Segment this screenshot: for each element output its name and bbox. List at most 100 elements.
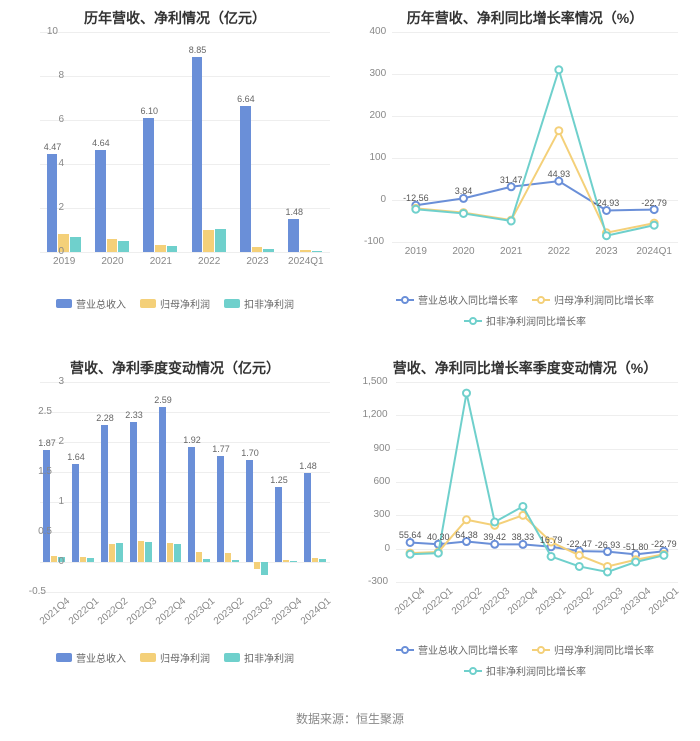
y-tick-label: 1,200: [363, 409, 388, 420]
y-tick-label: 2.5: [18, 406, 52, 417]
point-value-label: 3.84: [455, 186, 473, 196]
gridline: [40, 472, 330, 473]
series-marker: [632, 559, 639, 566]
bar-value-label: 4.64: [92, 138, 110, 148]
legend-swatch: [532, 295, 550, 305]
series-marker: [660, 552, 667, 559]
legend-swatch: [464, 316, 482, 326]
bar-value-label: 1.48: [285, 207, 303, 217]
legend: 营业总收入同比增长率归母净利润同比增长率扣非净利润同比增长率: [350, 292, 700, 328]
x-tick-label: 2019: [53, 256, 75, 267]
series-marker: [519, 503, 526, 510]
bar-value-label: 1.25: [270, 475, 288, 485]
bar: [87, 558, 94, 562]
series-marker: [651, 222, 658, 229]
gridline: [396, 582, 678, 583]
bar: [225, 553, 232, 562]
bar: [240, 106, 251, 252]
legend-swatch: [396, 645, 414, 655]
x-tick-label: 2024Q1: [288, 256, 324, 267]
legend-item: 归母净利润同比增长率: [532, 642, 654, 657]
legend: 营业总收入同比增长率归母净利润同比增长率扣非净利润同比增长率: [350, 642, 700, 678]
legend-swatch: [56, 653, 72, 662]
bar: [319, 559, 326, 562]
y-tick-label: 0.5: [18, 526, 52, 537]
x-tick-label: 2021Q4: [37, 596, 71, 627]
legend-label: 扣非净利润: [244, 296, 294, 311]
bar: [174, 544, 181, 562]
bar: [95, 150, 106, 252]
series-marker: [463, 516, 470, 523]
legend-label: 扣非净利润: [244, 650, 294, 665]
x-tick-label: 2024Q1: [298, 596, 332, 627]
gridline: [40, 382, 330, 383]
bar: [254, 562, 261, 569]
plot-area: 55.6440.3064.3839.4238.3316.79-22.47-26.…: [396, 382, 678, 582]
y-tick-label: 4: [30, 158, 64, 169]
point-value-label: 16.79: [540, 535, 563, 545]
bar: [263, 249, 274, 252]
point-value-label: 31.47: [500, 175, 523, 185]
legend: 营业总收入归母净利润扣非净利润: [0, 296, 350, 311]
bar-value-label: 6.10: [140, 106, 158, 116]
series-marker: [435, 550, 442, 557]
bar: [159, 407, 166, 562]
y-tick-label: 300: [370, 68, 387, 79]
series-marker: [407, 551, 414, 558]
gridline: [40, 502, 330, 503]
point-value-label: 40.30: [427, 532, 450, 542]
bar: [167, 246, 178, 252]
point-value-label: -26.93: [595, 540, 621, 550]
point-value-label: -51.80: [623, 542, 649, 552]
x-tick-label: 2021: [150, 256, 172, 267]
x-tick-label: 2020: [101, 256, 123, 267]
x-tick-label: 2024Q1: [636, 246, 672, 257]
x-tick-label: 2023: [246, 256, 268, 267]
bar: [116, 543, 123, 562]
point-value-label: 44.93: [548, 169, 571, 179]
bar-value-label: 1.64: [67, 452, 85, 462]
gridline: [40, 532, 330, 533]
chart-grid: 历年营收、净利情况（亿元）4.474.646.108.856.641.48024…: [0, 0, 700, 700]
x-tick-label: 2021Q4: [393, 586, 427, 617]
series-marker: [463, 390, 470, 397]
bar: [138, 541, 145, 562]
data-source-footer: 数据来源：恒生聚源: [0, 700, 700, 741]
series-marker: [603, 232, 610, 239]
x-tick-label: 2022Q3: [124, 596, 158, 627]
x-tick-label: 2023Q3: [590, 586, 624, 617]
x-tick-label: 2023Q1: [182, 596, 216, 627]
legend-swatch: [140, 299, 156, 308]
bar: [261, 562, 268, 575]
bar: [188, 447, 195, 562]
x-tick-label: 2023Q2: [211, 596, 245, 627]
bar: [217, 456, 224, 562]
bar: [290, 561, 297, 562]
y-tick-label: -100: [364, 236, 384, 247]
gridline: [40, 164, 330, 165]
bar: [143, 118, 154, 252]
legend: 营业总收入归母净利润扣非净利润: [0, 650, 350, 665]
bar: [107, 239, 118, 252]
legend-item: 营业总收入: [56, 296, 126, 311]
x-tick-label: 2019: [405, 246, 427, 257]
x-tick-label: 2023Q4: [269, 596, 303, 627]
x-tick-label: 2022Q4: [153, 596, 187, 627]
plot-area: -12.563.8431.4744.93-24.93-22.79: [392, 32, 678, 242]
gridline: [40, 32, 330, 33]
bar: [145, 542, 152, 562]
point-value-label: 39.42: [483, 532, 506, 542]
x-tick-label: 2021: [500, 246, 522, 257]
series-marker: [576, 563, 583, 570]
bar: [167, 543, 174, 562]
point-value-label: 55.64: [399, 530, 422, 540]
legend-swatch: [224, 653, 240, 662]
series-marker: [555, 66, 562, 73]
legend-swatch: [224, 299, 240, 308]
point-value-label: -24.93: [594, 198, 620, 208]
legend-item: 扣非净利润同比增长率: [464, 663, 586, 678]
bar: [304, 473, 311, 562]
plot-area: 4.474.646.108.856.641.48: [40, 32, 330, 252]
legend-swatch: [396, 295, 414, 305]
bar: [196, 552, 203, 562]
